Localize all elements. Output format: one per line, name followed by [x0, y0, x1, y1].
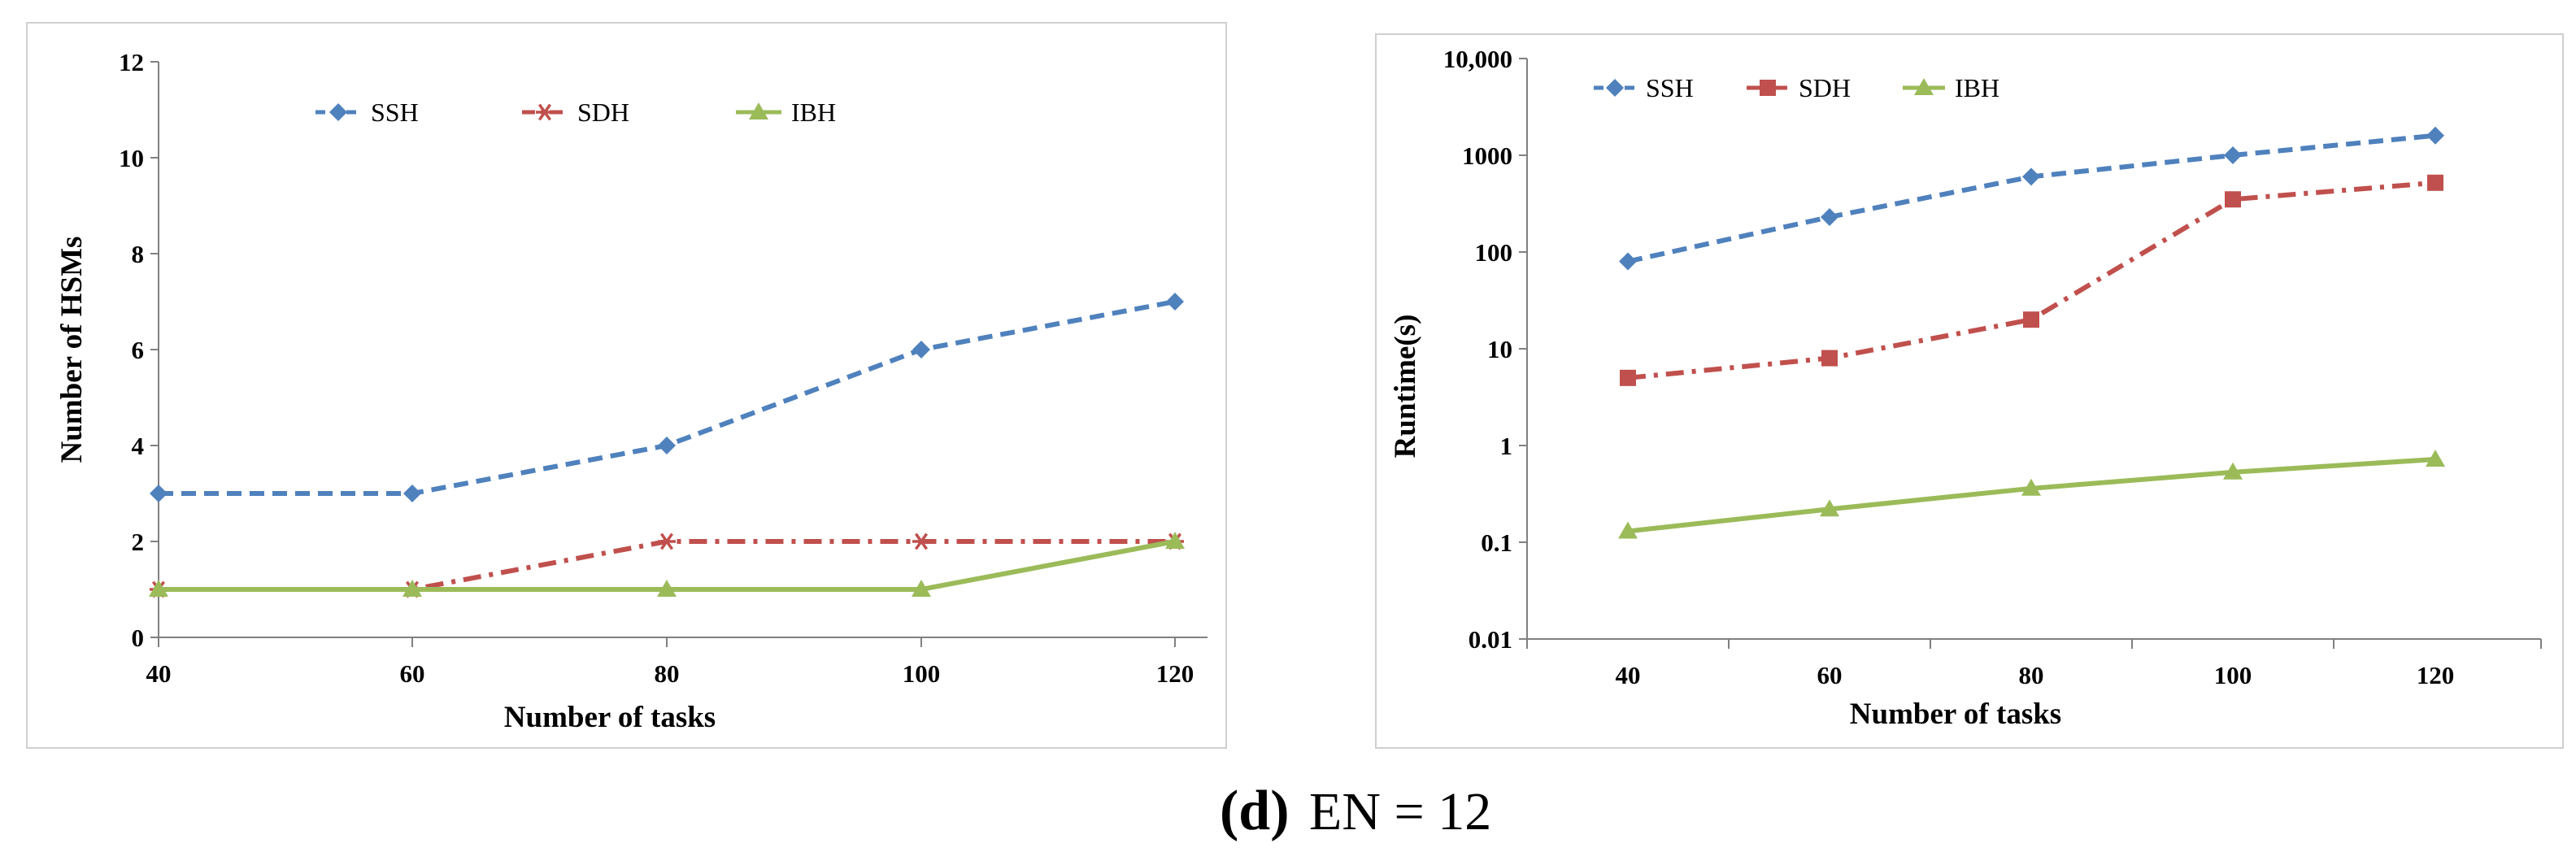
data-point-sdh [2427, 174, 2443, 191]
y-tick-label: 1 [1500, 432, 1513, 460]
x-axis-title: Number of tasks [1850, 698, 2061, 731]
y-tick-label: 1000 [1462, 141, 1512, 170]
data-point-ssh [912, 341, 930, 359]
x-tick-label: 100 [2214, 661, 2252, 689]
data-point-ibh [2426, 449, 2445, 467]
y-tick-label: 8 [132, 240, 145, 268]
legend-label-sdh: SDH [577, 98, 629, 127]
data-point-ibh [149, 580, 168, 597]
chart-frame [26, 22, 1227, 749]
y-tick-label: 100 [1475, 238, 1513, 267]
data-point-ibh [912, 580, 931, 597]
x-tick-label: 120 [1156, 659, 1194, 688]
legend-label-sdh: SDH [1799, 73, 1851, 102]
caption-letter: (d) [1220, 780, 1290, 842]
data-point-ibh [2223, 462, 2243, 480]
data-point-sdh [912, 532, 930, 550]
y-tick-label: 4 [132, 432, 145, 460]
data-point-ssh [2426, 126, 2444, 145]
data-point-ibh [1618, 521, 1638, 539]
x-tick-label: 40 [146, 659, 172, 688]
legend-label-ibh: IBH [1955, 73, 1999, 102]
data-point-ssh [150, 485, 168, 502]
legend-marker-sdh [1760, 80, 1776, 96]
x-tick-label: 120 [2417, 661, 2455, 689]
legend-label-ibh: IBH [791, 98, 836, 127]
y-tick-label: 0.01 [1469, 625, 1512, 654]
y-tick-label: 6 [132, 336, 145, 364]
legend-marker-ssh [1606, 79, 1624, 97]
y-tick-label: 10,000 [1443, 45, 1512, 73]
data-point-sdh [2225, 191, 2241, 208]
data-point-ssh [658, 437, 676, 454]
data-point-ssh [2022, 167, 2040, 186]
data-point-sdh [1620, 369, 1636, 386]
data-point-ssh [1619, 252, 1637, 271]
y-tick-label: 0 [132, 624, 145, 652]
x-tick-label: 60 [400, 659, 425, 688]
x-tick-label: 60 [1817, 661, 1843, 689]
caption-text: EN = 12 [1309, 782, 1491, 841]
y-tick-label: 0.1 [1481, 528, 1512, 557]
data-point-sdh [2023, 311, 2039, 328]
x-tick-label: 80 [655, 659, 680, 688]
x-tick-label: 100 [903, 659, 941, 688]
data-point-ssh [1821, 207, 1838, 226]
data-point-ibh [402, 580, 422, 597]
legend-marker-sdh [536, 103, 554, 121]
legend-marker-ibh [1914, 78, 1934, 95]
y-axis-title: Number of HSMs [55, 237, 89, 463]
legend-marker-ibh [749, 102, 768, 120]
data-point-sdh [1821, 350, 1838, 367]
data-point-ibh [1165, 532, 1185, 549]
data-point-ssh [1166, 293, 1184, 311]
data-point-ibh [657, 580, 677, 597]
x-tick-label: 40 [1616, 661, 1641, 689]
legend-marker-ssh [329, 103, 347, 121]
y-tick-label: 10 [119, 144, 144, 172]
x-tick-label: 80 [2019, 661, 2044, 689]
chart-frame [1375, 33, 2564, 749]
data-point-ibh [2021, 478, 2041, 496]
x-axis-title: Number of tasks [504, 701, 716, 734]
y-tick-label: 12 [119, 48, 144, 76]
y-tick-label: 2 [132, 528, 145, 556]
data-point-ssh [403, 485, 421, 502]
y-tick-label: 10 [1487, 335, 1512, 363]
legend-label-ssh: SSH [371, 98, 419, 127]
data-point-ibh [1820, 499, 1839, 517]
y-axis-title: Runtime(s) [1389, 315, 1422, 459]
legend-label-ssh: SSH [1646, 73, 1694, 102]
data-point-sdh [658, 532, 676, 550]
data-point-ssh [2224, 146, 2242, 164]
